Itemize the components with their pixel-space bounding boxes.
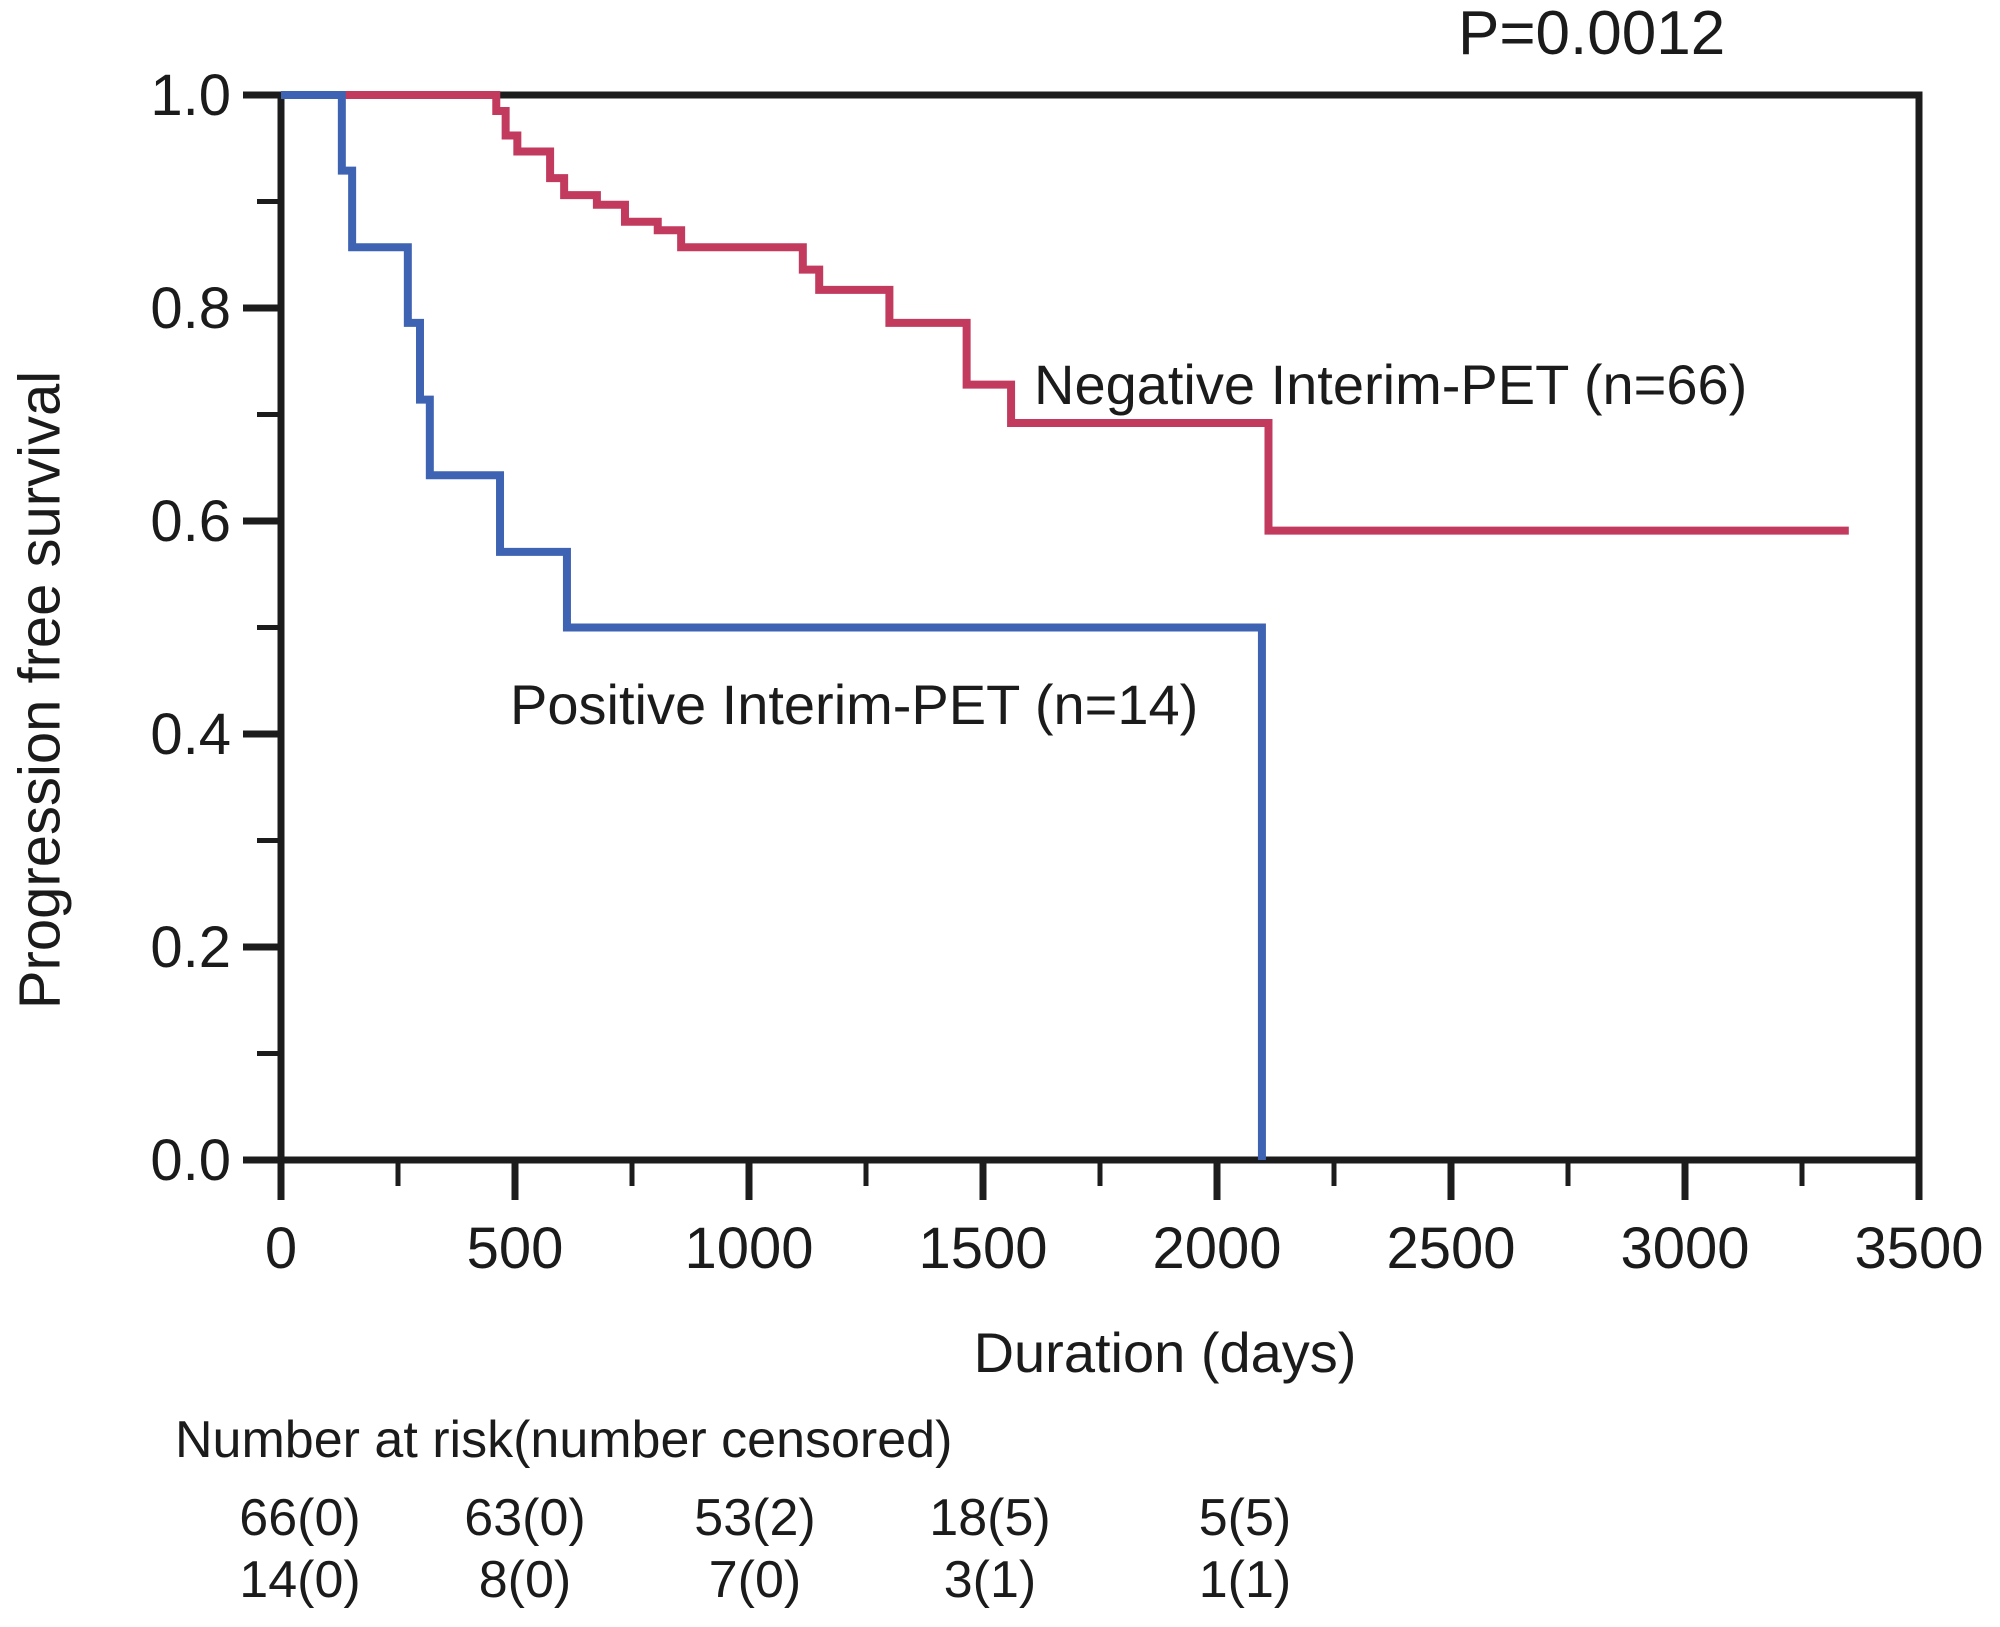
svg-text:0.6: 0.6 — [150, 489, 231, 554]
risk-cell: 1(1) — [1198, 1551, 1292, 1609]
svg-text:1000: 1000 — [684, 1216, 813, 1281]
risk-cell: 53(2) — [694, 1489, 816, 1547]
risk-cell: 7(0) — [708, 1551, 802, 1609]
svg-text:1500: 1500 — [918, 1216, 1047, 1281]
svg-text:0.0: 0.0 — [150, 1128, 231, 1193]
series-label-positive: Positive Interim-PET (n=14) — [510, 673, 1199, 736]
risk-cell: 3(1) — [943, 1551, 1037, 1609]
risk-cell: 5(5) — [1198, 1489, 1292, 1547]
risk-table-header: Number at risk(number censored) — [175, 1411, 953, 1469]
svg-text:0.8: 0.8 — [150, 276, 231, 341]
svg-text:2500: 2500 — [1386, 1216, 1515, 1281]
p-value-annotation: P=0.0012 — [1458, 0, 1726, 68]
svg-text:2000: 2000 — [1152, 1216, 1281, 1281]
svg-text:1.0: 1.0 — [150, 63, 231, 128]
svg-text:0.4: 0.4 — [150, 702, 231, 767]
positive-interim-pet-curve — [281, 91, 1266, 1160]
series-label-negative: Negative Interim-PET (n=66) — [1034, 353, 1748, 416]
svg-text:0: 0 — [265, 1216, 297, 1281]
x-axis-ticks: 0 500 1000 1500 2000 2500 3000 3500 — [265, 1160, 1984, 1281]
svg-text:3500: 3500 — [1854, 1216, 1983, 1281]
risk-cell: 8(0) — [478, 1551, 572, 1609]
svg-text:3000: 3000 — [1620, 1216, 1749, 1281]
svg-text:500: 500 — [467, 1216, 564, 1281]
negative-interim-pet-curve — [281, 91, 1849, 535]
risk-cell: 18(5) — [929, 1489, 1051, 1547]
risk-cell: 66(0) — [239, 1489, 361, 1547]
risk-cell: 63(0) — [464, 1489, 586, 1547]
x-axis-title: Duration (days) — [973, 1321, 1357, 1384]
y-axis-ticks: 1.0 0.8 0.6 0.4 0.2 0.0 — [150, 63, 281, 1193]
svg-text:0.2: 0.2 — [150, 915, 231, 980]
risk-cell: 14(0) — [239, 1551, 361, 1609]
y-axis-title: Progression free survival — [7, 370, 73, 1010]
